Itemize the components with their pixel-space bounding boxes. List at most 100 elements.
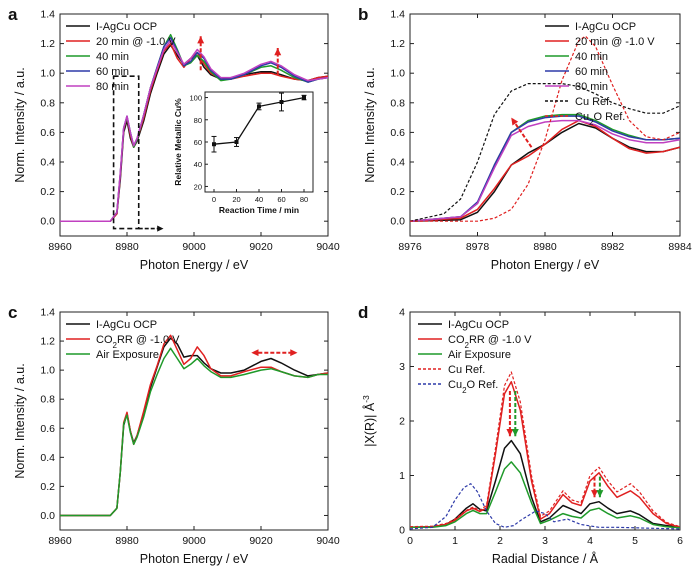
annotation-arrow-head: [197, 36, 205, 44]
legend-label: I-AgCu OCP: [96, 21, 157, 33]
inset-x-tick-label: 60: [277, 195, 285, 204]
y-tick-label: 0.4: [390, 157, 405, 169]
inset-y-tick-label: 80: [194, 116, 202, 125]
series-group: [410, 35, 680, 222]
y-tick-label: 0.2: [40, 481, 55, 493]
series-group: [410, 371, 680, 530]
x-tick-label: 9020: [249, 241, 273, 253]
legend-label: CO2RR @ -1.0 V: [96, 334, 180, 350]
x-tick-label: 9000: [182, 241, 206, 253]
y-tick-label: 0.8: [40, 97, 55, 109]
y-tick-label: 0.2: [40, 186, 55, 198]
x-tick-label: 8980: [115, 535, 139, 547]
series-line-air-exposure: [410, 461, 680, 529]
x-tick-label: 8980: [115, 241, 139, 253]
panel-label: b: [358, 5, 368, 24]
inset-x-tick-label: 20: [232, 195, 240, 204]
y-tick-label: 0.2: [390, 186, 405, 198]
x-tick-label: 0: [407, 535, 413, 547]
y-axis-label: Norm. Intensity / a.u.: [13, 67, 27, 182]
inset-point: [279, 100, 284, 104]
panel-c: 8960 8980 9000 9020 9040 0.0 0.2 0.4 0.6 0.8 1.0 1.…: [8, 303, 340, 566]
legend-label: 80 min: [575, 81, 608, 93]
x-axis-label: Radial Distance / Å: [492, 551, 599, 566]
y-tick-label: 1.2: [40, 336, 55, 348]
legend-label: 20 min @ -1.0 V: [575, 36, 655, 48]
y-tick-label: 1: [399, 470, 405, 482]
x-tick-label: 1: [452, 535, 458, 547]
panel-label: d: [358, 303, 368, 322]
inset-y-tick-label: 100: [189, 94, 202, 103]
series-line-cu2o-ref-: [410, 35, 680, 222]
inset-point: [257, 104, 261, 109]
series-line-80-min: [410, 119, 680, 222]
x-tick-label: 5: [632, 535, 638, 547]
annotation-arrow-head: [511, 429, 519, 437]
annotation-arrow-head: [596, 490, 604, 498]
y-tick-label: 1.2: [390, 38, 405, 50]
y-tick-label: 0.0: [40, 216, 55, 228]
annotation-arrow-head: [506, 429, 514, 437]
legend-label: 60 min: [575, 66, 608, 78]
legend-label: CO2RR @ -1.0 V: [448, 334, 532, 350]
x-tick-label: 8960: [48, 535, 72, 547]
series-line-40-min: [410, 113, 680, 222]
series-line-80-min: [60, 39, 328, 222]
inset-x-tick-label: 0: [212, 195, 216, 204]
series-line-cu2o-ref-: [410, 483, 680, 530]
legend-label: Air Exposure: [96, 349, 159, 361]
y-axis-label: Norm. Intensity / a.u.: [13, 363, 27, 478]
y-tick-label: 1.0: [390, 68, 405, 80]
legend: I-AgCu OCP 20 min @ -1.0 V 40 min 60 min 80 …: [545, 21, 655, 127]
inset-point: [234, 140, 239, 144]
series-line-cu-ref-: [410, 371, 680, 528]
inset-y-tick-label: 20: [194, 182, 202, 191]
y-tick-label: 0.0: [390, 216, 405, 228]
panel-label: c: [8, 303, 17, 322]
annotation-arrow-head: [511, 117, 519, 126]
y-tick-label: 1.4: [40, 307, 55, 319]
double-arrow-head-left: [251, 349, 259, 357]
y-tick-label: 1.4: [40, 9, 55, 21]
x-axis-label: Photon Energy / eV: [491, 258, 600, 272]
legend-label: 60 min: [96, 66, 129, 78]
y-tick-label: 3: [399, 361, 405, 373]
x-tick-label: 2: [497, 535, 503, 547]
series-group: [60, 334, 328, 517]
y-axis-label: |X(R)| Å-3: [361, 395, 377, 447]
x-tick-label: 8960: [48, 241, 72, 253]
series-group: [60, 33, 328, 222]
legend-label: Cu2O Ref.: [575, 111, 625, 127]
inset-x-tick-label: 40: [255, 195, 263, 204]
inset-x-axis-label: Reaction Time / min: [219, 205, 299, 215]
x-tick-label: 8976: [398, 241, 422, 253]
inset-y-tick-label: 40: [194, 160, 202, 169]
inset-y-axis-label: Relative Metallic Cu%: [173, 98, 183, 186]
y-tick-label: 1.0: [40, 365, 55, 377]
y-tick-label: 0.8: [40, 394, 55, 406]
series-line-co2rr-1-0-v: [60, 334, 328, 517]
double-arrow-head-right: [290, 349, 298, 357]
series-line-i-agcu-ocp: [410, 122, 680, 222]
annotation-arrow-head: [274, 48, 282, 56]
legend: I-AgCu OCP 20 min @ -1.0 V 40 min 60 min 80 …: [66, 21, 176, 93]
series-line-cu-ref-: [410, 83, 680, 222]
y-tick-label: 1.4: [390, 9, 405, 21]
inset-x-tick-label: 80: [300, 195, 308, 204]
series-line-60-min: [410, 115, 680, 222]
legend-label: I-AgCu OCP: [96, 319, 157, 331]
x-tick-label: 8984: [668, 241, 692, 253]
inset-point: [212, 142, 216, 147]
y-tick-label: 0.8: [390, 97, 405, 109]
x-tick-label: 3: [542, 535, 548, 547]
x-tick-label: 8980: [533, 241, 557, 253]
legend-label: Cu2O Ref.: [448, 379, 498, 395]
x-tick-label: 4: [587, 535, 593, 547]
x-tick-label: 9020: [249, 535, 273, 547]
y-tick-label: 1.2: [40, 38, 55, 50]
zoom-region-box: [112, 75, 140, 230]
legend-label: Cu Ref.: [575, 96, 612, 108]
x-tick-label: 8982: [601, 241, 625, 253]
